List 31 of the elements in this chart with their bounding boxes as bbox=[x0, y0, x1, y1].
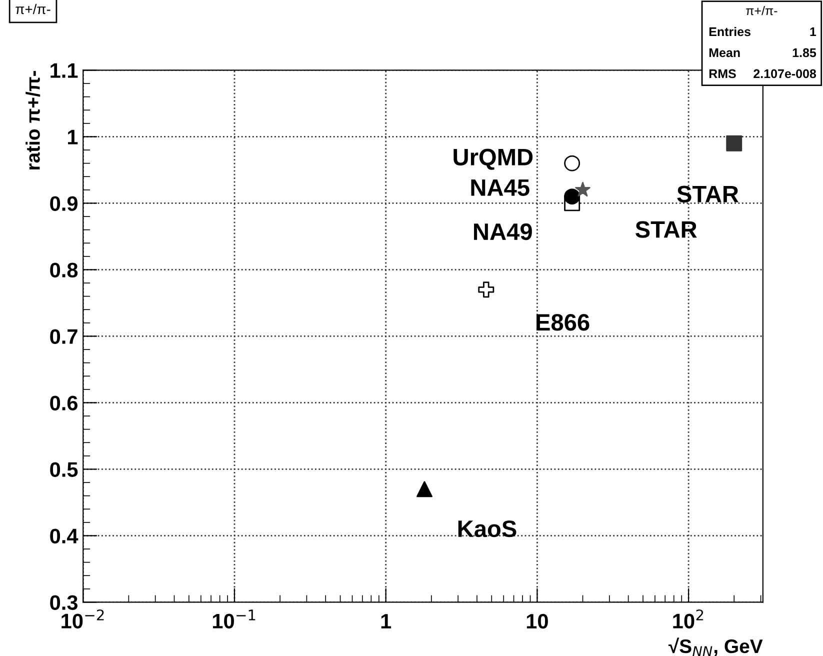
text: Entries bbox=[709, 26, 750, 36]
y-axis-title: ratio π+/π- bbox=[26, 70, 40, 170]
x-tick-label: 10$^{2}$ bbox=[673, 609, 704, 628]
annotation: RMS bbox=[709, 69, 736, 78]
y-tick-label: 0.5 bbox=[50, 462, 78, 477]
series-label: NA49 bbox=[474, 223, 532, 240]
x-tick-label: 10$^{−1}$ bbox=[212, 610, 256, 628]
series-label: KaoS bbox=[458, 520, 516, 538]
x-tick-label: 10 bbox=[526, 614, 548, 629]
y-tick-label: 0.8 bbox=[50, 262, 78, 278]
text: π+/π- bbox=[746, 6, 778, 16]
text: E866 bbox=[536, 314, 590, 331]
series-label: UrQMD bbox=[454, 148, 533, 170]
y-tick-label: 1.1 bbox=[50, 63, 78, 78]
y-tick-label: 0.9 bbox=[50, 196, 78, 211]
y-tick-label: 0.3 bbox=[50, 595, 78, 610]
x-tick-label: 10$^{−2}$ bbox=[62, 609, 104, 628]
annotation: 2.107e-008 bbox=[754, 69, 816, 78]
series-label: NA45 bbox=[471, 179, 530, 196]
text: 1 bbox=[810, 27, 816, 36]
series-label: STAR bbox=[677, 186, 739, 202]
y-tick-label: 0.4 bbox=[50, 528, 78, 544]
y-tick-label: 0.6 bbox=[50, 396, 78, 410]
x-tick-label: 1 bbox=[381, 614, 392, 628]
chart-title: π+/π- bbox=[16, 4, 50, 14]
y-tick-label: 0.7 bbox=[50, 329, 78, 344]
text: 1.85 bbox=[792, 48, 816, 58]
y-tick-label: 1 bbox=[68, 130, 78, 144]
x-axis-title: √S$_{NN}$, GeV bbox=[668, 638, 763, 656]
text: STAR bbox=[636, 221, 697, 238]
text: Mean bbox=[709, 48, 740, 58]
